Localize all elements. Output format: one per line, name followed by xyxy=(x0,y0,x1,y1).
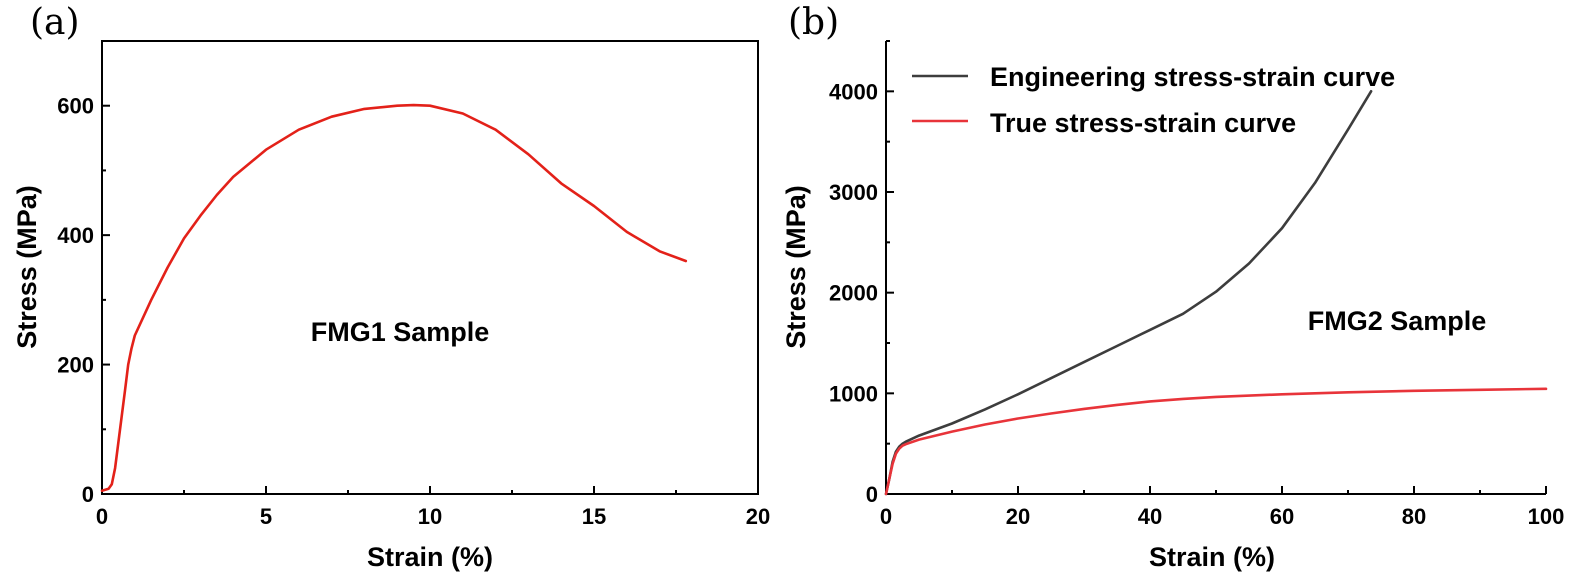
x-tick-label: 5 xyxy=(260,504,272,529)
panel-b-x-axis-title: Strain (%) xyxy=(1149,542,1275,572)
panel-a-annotation: FMG1 Sample xyxy=(311,317,490,347)
legend-label-true: True stress-strain curve xyxy=(990,108,1296,138)
panel-b-series xyxy=(884,90,1548,496)
panel-a-y-axis-title: Stress (MPa) xyxy=(12,185,42,349)
panel-a-label: (a) xyxy=(30,2,80,43)
x-tick-label: 0 xyxy=(96,504,108,529)
panel-b-label: (b) xyxy=(788,2,839,43)
y-tick-label: 1000 xyxy=(829,381,878,406)
x-tick-label: 40 xyxy=(1138,504,1162,529)
y-tick-label: 0 xyxy=(82,482,94,507)
x-tick-label: 100 xyxy=(1528,504,1565,529)
x-tick-label: 0 xyxy=(880,504,892,529)
y-tick-label: 600 xyxy=(57,94,94,119)
x-tick-label: 20 xyxy=(746,504,770,529)
panel-a-ticks xyxy=(101,40,759,495)
panel-a-series xyxy=(100,103,688,493)
panel-a-x-tick-labels: 0 5 10 15 20 xyxy=(96,504,770,529)
series-line-0 xyxy=(100,103,688,493)
y-tick-label: 2000 xyxy=(829,281,878,306)
panel-b-ticks xyxy=(885,40,1547,495)
panel-b-legend: Engineering stress-strain curve True str… xyxy=(912,62,1395,138)
panel-b-y-axis-title: Stress (MPa) xyxy=(781,185,811,349)
panel-b-x-tick-labels: 0 20 40 60 80 100 xyxy=(880,504,1564,529)
y-tick-label: 3000 xyxy=(829,180,878,205)
panel-a-chart: (a) 0 5 10 15 20 0 200 400 600 FMG1 Sample Stra… xyxy=(12,2,770,572)
y-tick-label: 400 xyxy=(57,223,94,248)
x-tick-label: 20 xyxy=(1006,504,1030,529)
panel-b-y-tick-labels: 0 1000 2000 3000 4000 xyxy=(829,79,878,507)
panel-b-chart: (b) 0 20 40 60 80 100 0 1000 2000 3000 4000 Engin… xyxy=(781,2,1564,572)
series-line-1 xyxy=(884,387,1548,496)
x-tick-label: 10 xyxy=(418,504,442,529)
y-tick-label: 4000 xyxy=(829,79,878,104)
x-tick-label: 60 xyxy=(1270,504,1294,529)
panel-b-annotation: FMG2 Sample xyxy=(1308,306,1487,336)
x-tick-label: 80 xyxy=(1402,504,1426,529)
y-tick-label: 0 xyxy=(866,482,878,507)
y-tick-label: 200 xyxy=(57,353,94,378)
series-line-0 xyxy=(884,90,1373,496)
panel-a-frame xyxy=(101,40,759,495)
legend-label-engineering: Engineering stress-strain curve xyxy=(990,62,1395,92)
panel-a-x-axis-title: Strain (%) xyxy=(367,542,493,572)
panel-a-y-tick-labels: 0 200 400 600 xyxy=(57,94,94,507)
x-tick-label: 15 xyxy=(582,504,606,529)
